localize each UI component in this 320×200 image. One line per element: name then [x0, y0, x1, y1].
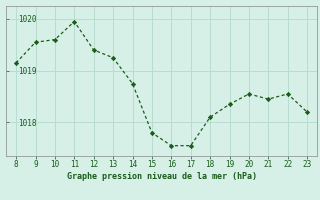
X-axis label: Graphe pression niveau de la mer (hPa): Graphe pression niveau de la mer (hPa): [67, 172, 257, 181]
